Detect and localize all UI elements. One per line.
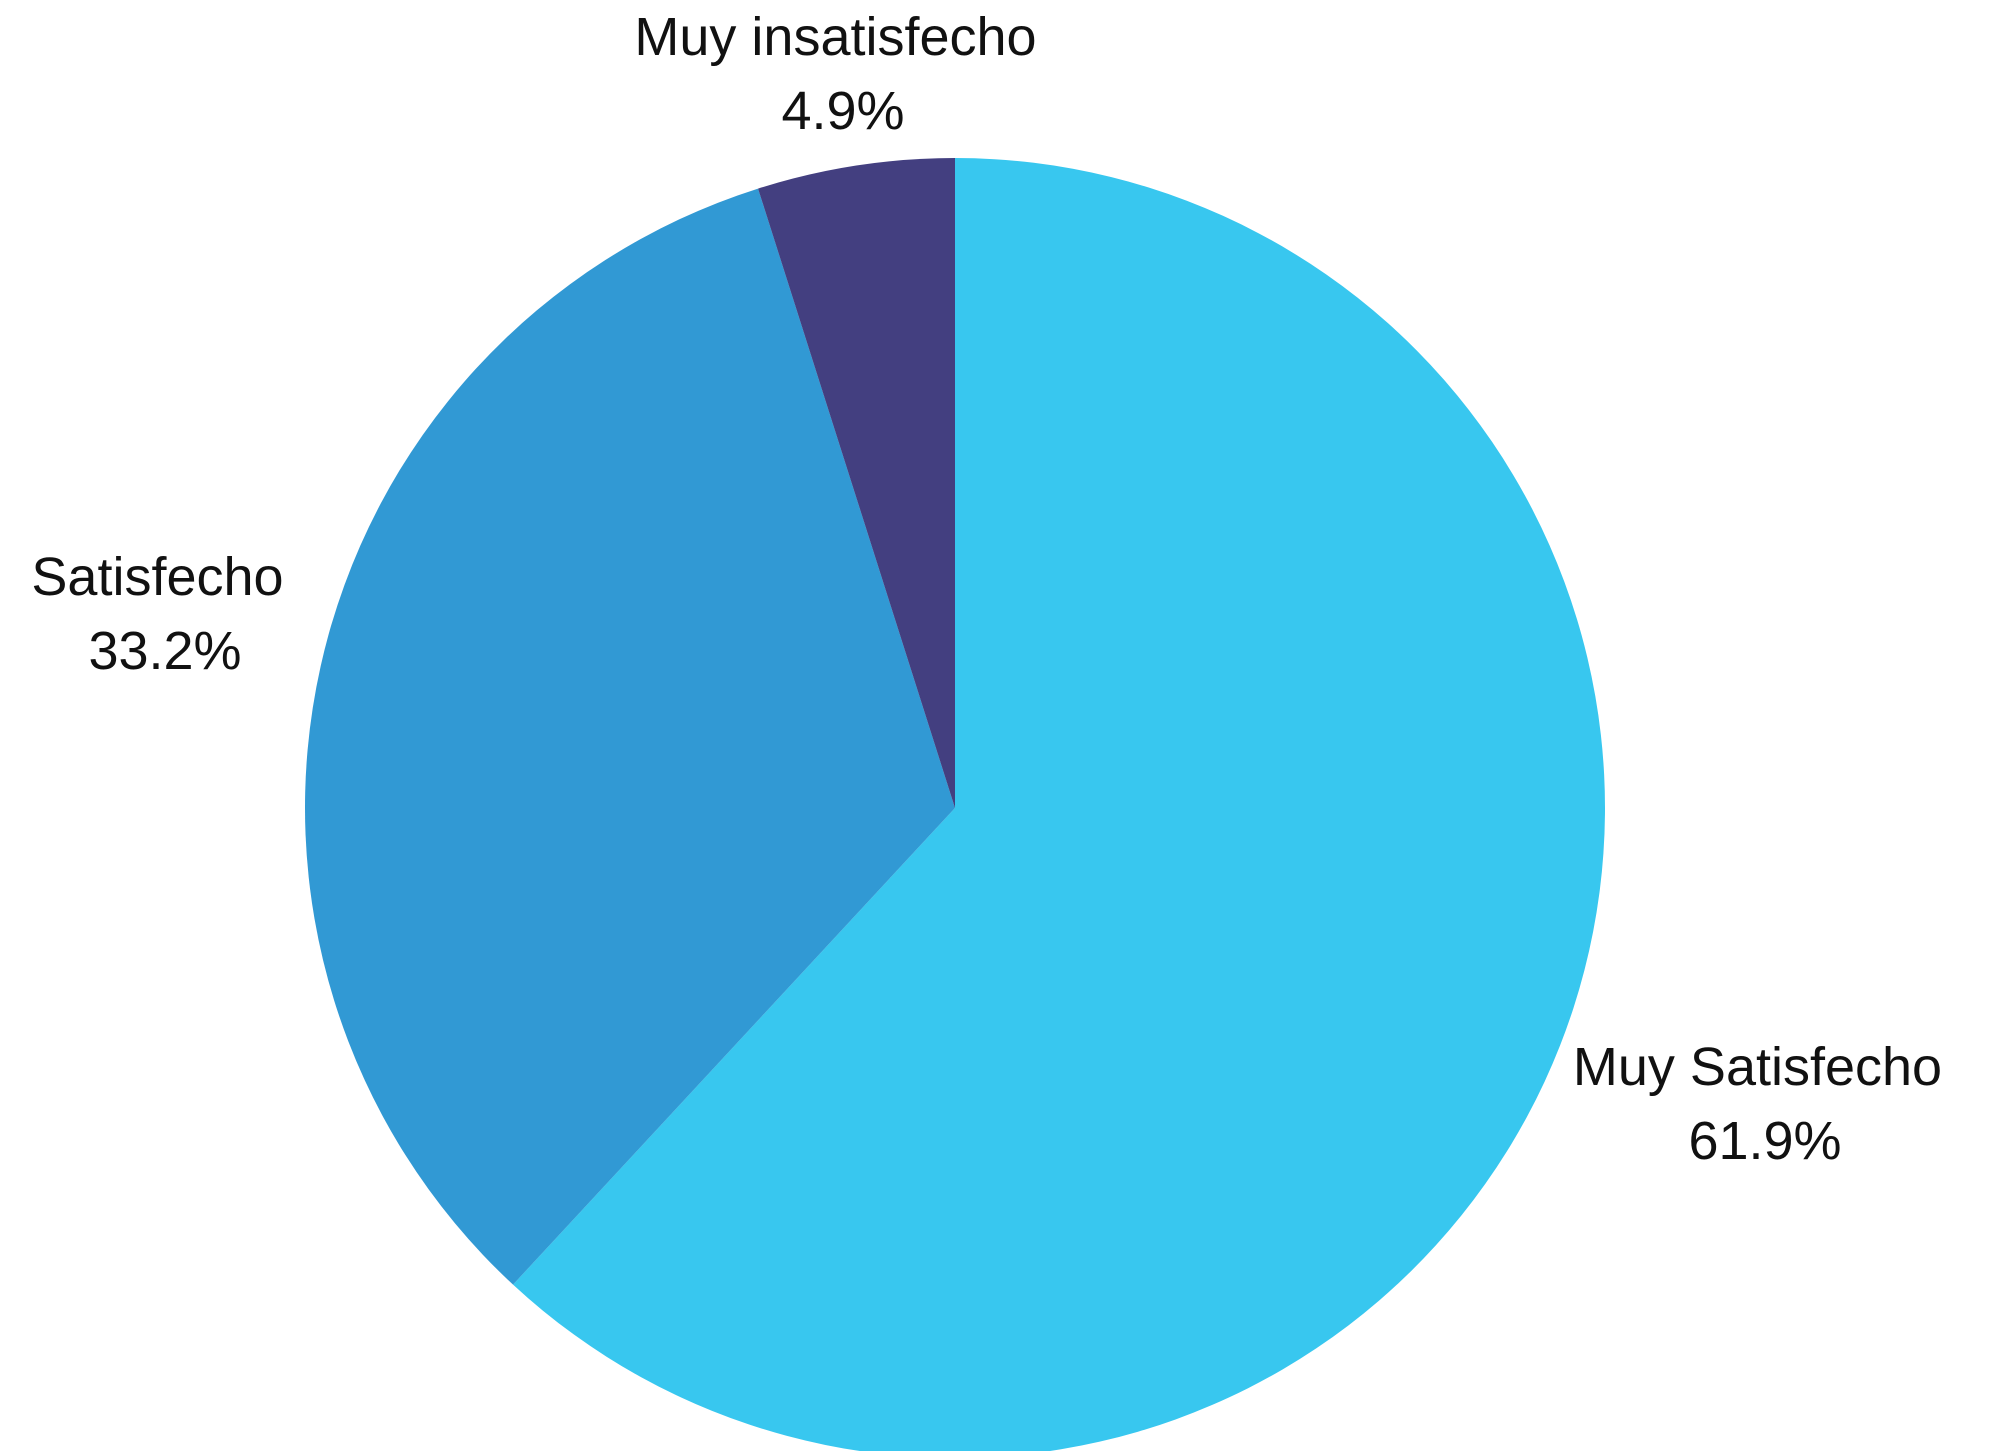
slice-value-muy-insatisfecho: 4.9% xyxy=(781,81,904,141)
pie-slices xyxy=(304,158,1605,1451)
slice-value-satisfecho: 33.2% xyxy=(88,621,241,681)
slice-label-satisfecho: Satisfecho 33.2% xyxy=(31,547,298,681)
slice-label-muy-satisfecho: Muy Satisfecho 61.9% xyxy=(1573,1037,1957,1171)
slice-name-satisfecho: Satisfecho xyxy=(31,547,283,607)
slice-value-muy-satisfecho: 61.9% xyxy=(1688,1111,1841,1171)
slice-name-muy-insatisfecho: Muy insatisfecho xyxy=(634,7,1036,67)
pie-slice-muy-satisfecho xyxy=(513,158,1605,1451)
pie-slice-satisfecho xyxy=(304,188,955,1285)
pie-slice-muy-insatisfecho xyxy=(758,158,955,808)
slice-name-muy-satisfecho: Muy Satisfecho xyxy=(1573,1037,1942,1097)
slice-label-muy-insatisfecho: Muy insatisfecho 4.9% xyxy=(634,7,1051,141)
